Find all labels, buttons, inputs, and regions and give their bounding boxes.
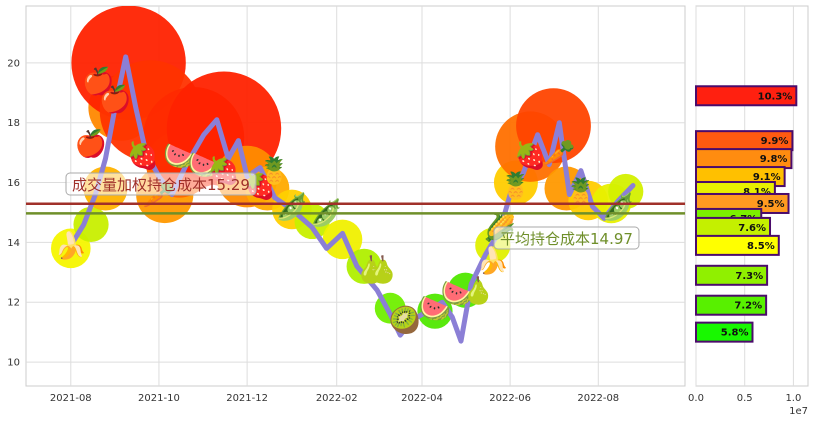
pineapple-icon: 🍍 [500,171,532,201]
x-tick-label: 2022-02 [316,393,358,404]
bar-x-tick-label: 1.0 [785,393,801,404]
distribution-bar [695,85,798,107]
strawberry-icon: 🍓 [127,141,159,171]
x-tick-label: 2021-10 [138,393,180,404]
pineapple-icon: 🍍 [258,156,290,186]
peas-icon: 🫛 [602,191,634,222]
average-cost-annotation: 平均持仓成本14.97 [493,226,640,250]
bar-value-label: 8.5% [747,241,775,252]
svg-text:平均持仓成本14.97: 平均持仓成本14.97 [500,230,633,248]
distribution-axes: 0.00.51.01e710.3%9.9%9.8%9.1%8.1%9.5%6.7… [688,5,809,417]
strawberry-icon: 🍓 [514,141,546,171]
x-tick-label: 2022-06 [489,393,531,404]
bar-value-label: 9.9% [761,136,789,147]
kiwi-icon: 🥝 [388,303,420,335]
pear-icon: 🍐 [462,275,494,305]
y-tick-label: 18 [7,118,20,129]
banana-icon: 🍌 [55,230,87,260]
distribution-bar [695,264,769,286]
bubbles-layer: 🍎🍎🍎🍓🍉🍉🍓🥕🍓🍍🫛🫛🍌🍐🍐🥝🍉🍉🍐🍌🌽🍓🍍🥕🍍🫛 [51,6,644,344]
bar-value-label: 7.2% [734,301,762,312]
svg-text:成交量加权持仓成本15.29: 成交量加权持仓成本15.29 [72,176,250,194]
watermelon-icon: 🍉 [440,278,472,308]
bar-value-label: 9.1% [753,172,781,183]
bar-x-tick-label: 0.5 [737,393,753,404]
pineapple-icon: 🍍 [565,177,597,207]
bar-value-label: 7.6% [738,223,766,234]
y-tick-label: 14 [7,238,20,249]
apple-icon: 🍎 [82,65,114,96]
y-tick-label: 10 [7,358,20,369]
y-tick-label: 16 [7,178,20,189]
weighted-cost-annotation: 成交量加权持仓成本15.29 [65,172,257,196]
volume-bubble [73,206,109,243]
bar-value-label: 10.3% [758,91,793,102]
bar-value-label: 8.1% [743,187,771,198]
x-tick-label: 2022-04 [401,393,443,404]
peas-icon: 🫛 [276,191,308,222]
x-tick-label: 2021-12 [226,393,268,404]
bar-value-label: 9.5% [757,199,785,210]
distribution-bar [695,294,768,316]
x-tick-label: 2022-08 [577,393,619,404]
pear-icon: 🍐 [367,254,399,284]
distribution-bar [695,321,754,343]
distribution-bar [695,234,780,256]
apple-icon: 🍎 [99,83,131,114]
bar-value-label: 5.8% [721,328,749,339]
watermelon-icon: 🍉 [163,141,195,171]
y-tick-label: 12 [7,298,20,309]
bar-x-tick-label: 0.0 [688,393,704,404]
pear-icon: 🍐 [355,254,387,284]
apple-icon: 🍎 [75,128,107,159]
bar-x-scale-label: 1e7 [789,406,808,417]
price-axes: 10 12 14 16 18 20 2021-08 2021-10 2021-12 2022-02… [7,5,686,404]
y-tick-label: 20 [7,58,20,69]
banana-icon: 🍌 [477,245,509,275]
watermelon-icon: 🍉 [419,293,451,323]
carrot-icon: 🥕 [543,138,575,168]
x-tick-label: 2021-08 [50,393,92,404]
bar-value-label: 7.3% [735,271,763,282]
bar-value-label: 9.8% [760,154,788,165]
price-line [68,54,636,344]
